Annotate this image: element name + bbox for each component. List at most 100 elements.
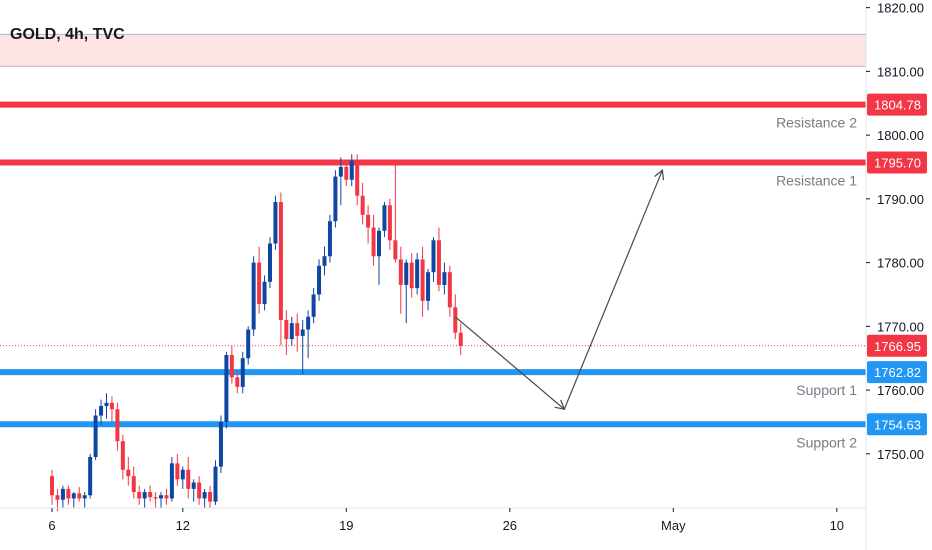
candle-body (322, 256, 327, 266)
candle-body (66, 488, 71, 499)
candle-body (224, 355, 229, 422)
candle-body (115, 409, 120, 442)
y-tick-label: 1810.00 (877, 64, 924, 79)
candle-body (268, 243, 272, 282)
projection-arrow[interactable] (454, 169, 665, 411)
candle-body (333, 176, 338, 222)
candle-body (213, 466, 218, 502)
y-tick-label: 1820.00 (877, 1, 924, 16)
level-label: Resistance 1 (776, 173, 857, 189)
candle-body (393, 240, 398, 260)
candle-body (278, 202, 283, 320)
price-tag (867, 413, 927, 436)
candle-body (453, 307, 458, 333)
candle-body (300, 329, 305, 336)
price-tag-label: 1766.95 (874, 339, 921, 354)
candle-body (442, 272, 447, 285)
candle-body (257, 262, 262, 305)
candle-body (355, 160, 360, 196)
price-tag (867, 361, 927, 384)
candle-body (229, 355, 234, 378)
candle-body (142, 492, 147, 499)
candle-body (153, 497, 158, 499)
candle-body (306, 316, 311, 330)
candle-body (82, 495, 87, 499)
candle-body (55, 495, 60, 500)
candle-body (349, 160, 354, 180)
price-tag-label: 1795.70 (874, 156, 921, 171)
candle-body (295, 323, 300, 336)
candle-body (202, 492, 207, 499)
candle-body (186, 469, 191, 489)
projection-arrowhead-up (654, 169, 665, 181)
candle-body (436, 240, 441, 285)
x-tick-label: 26 (503, 518, 517, 533)
horizontal-levels[interactable]: Resistance 2 Resistance 1 Support 1 Support… (0, 101, 866, 451)
candlestick-series (50, 154, 463, 512)
price-tag-label: 1762.82 (874, 365, 921, 380)
candle-body (60, 488, 65, 500)
y-tick-label: 1780.00 (877, 256, 924, 271)
candle-body (164, 495, 169, 499)
candle-body (235, 377, 240, 387)
candle-body (398, 259, 403, 285)
candle-body (131, 476, 136, 493)
candle-body (371, 227, 376, 257)
candle-body (458, 332, 463, 346)
candle-body (344, 166, 349, 180)
candle-body (137, 492, 142, 499)
candle-body (148, 492, 153, 498)
x-tick-label: 6 (48, 518, 55, 533)
supply-zone (0, 33, 866, 67)
candle-body (366, 214, 371, 228)
candle-body (71, 493, 76, 499)
candle-body (93, 415, 98, 458)
candle-body (289, 323, 294, 340)
candle-body (284, 319, 289, 340)
candle-body (50, 476, 54, 496)
candle-body (218, 421, 223, 467)
candle-body (191, 482, 196, 489)
x-tick-label: 10 (830, 518, 844, 533)
y-tick-label: 1770.00 (877, 319, 924, 334)
candle-body (262, 281, 267, 305)
candle-body (77, 493, 82, 499)
x-tick-label: 19 (339, 518, 353, 533)
candle-body (120, 441, 125, 470)
candle-body (447, 272, 452, 308)
candle-body (126, 469, 131, 477)
level-label: Support 1 (796, 382, 857, 398)
y-tick-label: 1800.00 (877, 128, 924, 143)
candle-body (180, 469, 185, 480)
candle-body (338, 166, 343, 177)
price-tags: 1804.78 1795.70 1762.82 1754.63 1766.95 (867, 93, 927, 436)
y-tick-label: 1750.00 (877, 447, 924, 462)
price-tag (867, 93, 927, 116)
candle-body (420, 259, 425, 301)
candle-body (104, 402, 109, 407)
y-tick-label: 1790.00 (877, 192, 924, 207)
candle-body (88, 457, 93, 496)
candle-body (159, 495, 163, 499)
candle-body (387, 205, 392, 241)
candle-body (415, 259, 420, 289)
time-axis[interactable]: 6 12 19 26 May 10 (48, 508, 844, 533)
candle-body (360, 195, 365, 215)
candle-body (251, 262, 256, 330)
candle-body (109, 402, 114, 410)
level-label: Resistance 2 (776, 115, 857, 131)
candle-body (327, 221, 332, 257)
chart-title: GOLD, 4h, TVC (10, 26, 125, 43)
level-label: Support 2 (796, 434, 857, 450)
price-axis[interactable]: 1750.00 1760.00 1770.00 1780.00 1790.00 1800.… (866, 1, 924, 462)
candle-body (317, 265, 322, 295)
y-tick-label: 1760.00 (877, 383, 924, 398)
candle-body (404, 262, 409, 285)
x-tick-label: 12 (176, 518, 190, 533)
candle-body (175, 463, 180, 480)
candle-body (409, 262, 414, 289)
price-tag-label: 1754.63 (874, 417, 921, 432)
candle-body (99, 406, 104, 416)
candle-body (197, 482, 202, 499)
